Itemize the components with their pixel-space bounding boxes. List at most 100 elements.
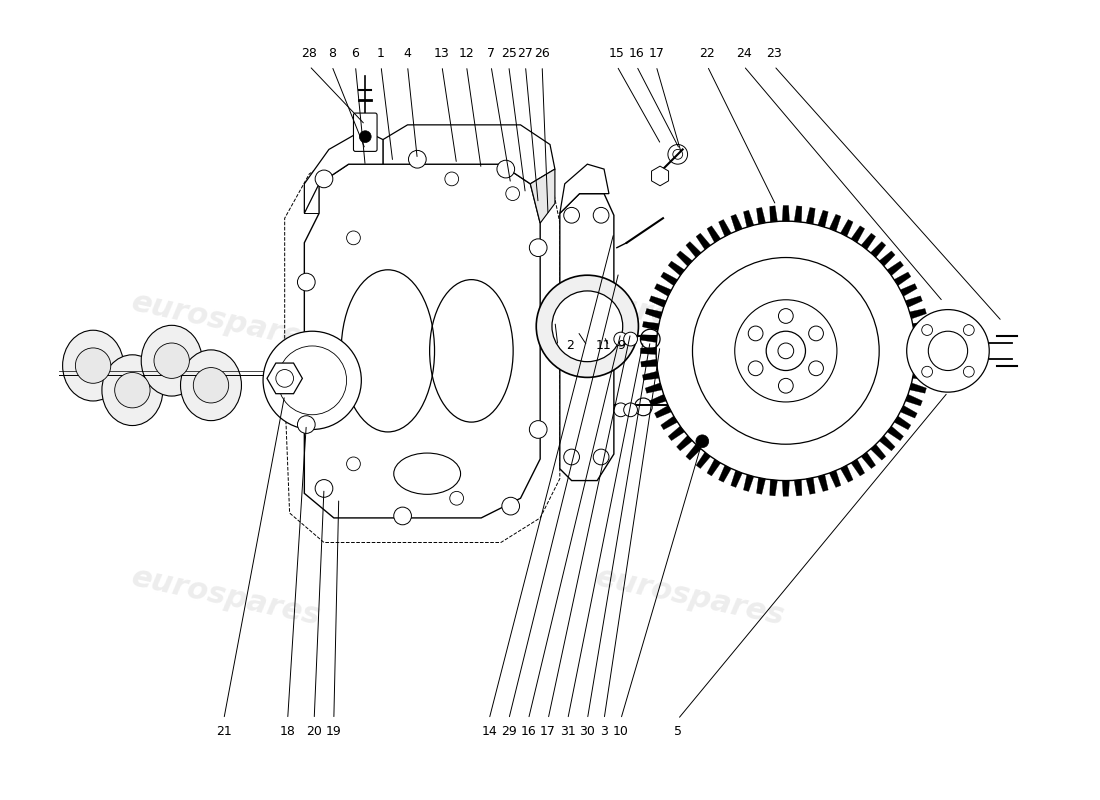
Polygon shape	[744, 474, 754, 491]
Circle shape	[778, 343, 794, 358]
Polygon shape	[870, 242, 886, 258]
Circle shape	[315, 479, 333, 498]
Ellipse shape	[141, 326, 202, 396]
Text: eurospares: eurospares	[593, 287, 788, 356]
Circle shape	[154, 343, 189, 378]
Polygon shape	[757, 207, 766, 224]
Circle shape	[297, 416, 315, 434]
Polygon shape	[770, 480, 778, 496]
Circle shape	[808, 361, 824, 376]
Circle shape	[536, 275, 638, 378]
Polygon shape	[676, 251, 692, 266]
Polygon shape	[560, 164, 609, 214]
Polygon shape	[305, 130, 383, 214]
Circle shape	[114, 373, 150, 408]
Text: 8: 8	[328, 47, 336, 60]
Text: 13: 13	[434, 47, 450, 60]
Circle shape	[564, 207, 580, 223]
Text: 21: 21	[216, 726, 232, 738]
Polygon shape	[707, 459, 721, 476]
Polygon shape	[851, 459, 865, 476]
Polygon shape	[861, 234, 876, 250]
Circle shape	[263, 331, 361, 430]
Text: 9: 9	[617, 339, 625, 353]
Text: 16: 16	[628, 47, 645, 60]
Polygon shape	[910, 309, 926, 319]
Text: 17: 17	[648, 47, 664, 60]
Circle shape	[906, 310, 989, 392]
Text: 2: 2	[565, 339, 573, 353]
Circle shape	[76, 348, 111, 383]
Polygon shape	[915, 347, 932, 354]
Text: 29: 29	[500, 726, 517, 738]
Polygon shape	[641, 359, 657, 367]
Polygon shape	[718, 219, 732, 237]
Circle shape	[928, 331, 968, 370]
Polygon shape	[676, 435, 692, 451]
Text: 14: 14	[481, 726, 497, 738]
Polygon shape	[905, 296, 923, 307]
Polygon shape	[646, 383, 662, 394]
Circle shape	[450, 491, 463, 505]
Polygon shape	[782, 481, 790, 496]
Polygon shape	[818, 474, 828, 491]
Circle shape	[506, 186, 519, 201]
Polygon shape	[879, 435, 895, 451]
Polygon shape	[530, 169, 554, 223]
Polygon shape	[661, 416, 678, 430]
Polygon shape	[696, 452, 711, 469]
Polygon shape	[861, 452, 876, 469]
Polygon shape	[642, 322, 659, 330]
Circle shape	[696, 435, 708, 448]
Polygon shape	[879, 251, 895, 266]
Circle shape	[735, 300, 837, 402]
Polygon shape	[649, 296, 667, 307]
Circle shape	[922, 325, 933, 335]
Text: 11: 11	[595, 339, 610, 353]
Circle shape	[346, 457, 361, 470]
Polygon shape	[654, 406, 671, 418]
Polygon shape	[686, 242, 701, 258]
Circle shape	[360, 130, 371, 142]
Polygon shape	[905, 394, 923, 406]
Polygon shape	[806, 207, 815, 224]
Circle shape	[767, 331, 805, 370]
Polygon shape	[661, 272, 678, 286]
Text: 31: 31	[560, 726, 575, 738]
Polygon shape	[654, 284, 671, 296]
Polygon shape	[840, 219, 854, 237]
Circle shape	[529, 239, 547, 257]
Text: 23: 23	[767, 47, 782, 60]
Circle shape	[564, 449, 580, 465]
Polygon shape	[794, 480, 802, 496]
Polygon shape	[757, 478, 766, 494]
Polygon shape	[914, 359, 931, 367]
Polygon shape	[640, 347, 657, 354]
Polygon shape	[870, 444, 886, 460]
Circle shape	[808, 326, 824, 341]
Polygon shape	[730, 470, 743, 487]
Circle shape	[194, 367, 229, 403]
Circle shape	[346, 231, 361, 245]
Circle shape	[748, 326, 763, 341]
Ellipse shape	[102, 354, 163, 426]
Text: 28: 28	[301, 47, 317, 60]
Polygon shape	[668, 261, 684, 276]
Circle shape	[779, 309, 793, 323]
Polygon shape	[686, 444, 701, 460]
Polygon shape	[794, 206, 802, 222]
Text: 20: 20	[306, 726, 322, 738]
Text: 4: 4	[404, 47, 411, 60]
Text: 22: 22	[700, 47, 715, 60]
Circle shape	[779, 378, 793, 393]
Polygon shape	[900, 406, 917, 418]
Text: 25: 25	[500, 47, 517, 60]
Polygon shape	[900, 284, 917, 296]
Polygon shape	[744, 210, 754, 227]
Polygon shape	[829, 214, 840, 231]
Polygon shape	[718, 466, 732, 482]
Circle shape	[922, 366, 933, 377]
Text: 3: 3	[601, 726, 608, 738]
Polygon shape	[730, 214, 743, 231]
Polygon shape	[840, 466, 854, 482]
